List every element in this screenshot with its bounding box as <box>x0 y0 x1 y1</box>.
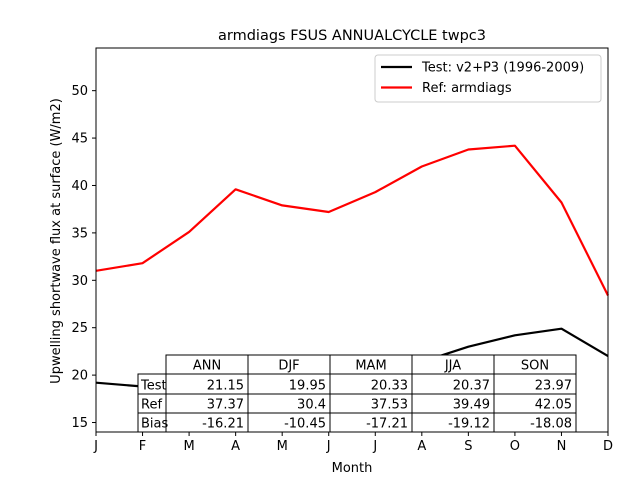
x-tick-label: J <box>93 439 98 454</box>
table-cell-value: 37.37 <box>207 398 244 413</box>
legend-entry: Ref: armdiags <box>381 81 512 96</box>
table-col-label: MAM <box>355 359 386 374</box>
legend-label: Ref: armdiags <box>422 81 512 96</box>
y-tick-label: 25 <box>71 321 88 336</box>
table-row: Test 21.15 19.95 20.33 20.37 23.97 <box>137 373 577 395</box>
legend-box <box>374 54 602 103</box>
x-tick-label: A <box>231 439 240 454</box>
y-tick-label: 15 <box>71 416 88 431</box>
table-row: Bias -16.21 -10.45 -17.21 -19.12 -18.08 <box>137 412 577 433</box>
table-cell-value: 20.37 <box>453 379 490 394</box>
x-axis-label: Month <box>332 461 373 476</box>
table-cell-value: -17.21 <box>366 417 408 432</box>
table-col-label: ANN <box>193 359 221 374</box>
table-cell-value: -18.08 <box>530 417 572 432</box>
y-tick-label: 50 <box>71 84 88 99</box>
table-cell-value: 21.15 <box>207 379 244 394</box>
x-tick-label: J <box>326 439 331 454</box>
chart-title: armdiags FSUS ANNUALCYCLE twpc3 <box>218 28 486 44</box>
y-tick-label: 30 <box>71 274 88 289</box>
table-row-label: Ref <box>141 398 162 413</box>
x-tick-label: M <box>277 439 288 454</box>
x-tick-label: J <box>372 439 377 454</box>
x-tick-label: M <box>183 439 194 454</box>
table-cell-value: 37.53 <box>371 398 408 413</box>
legend-entry: Test: v2+P3 (1996-2009) <box>381 61 584 76</box>
table-cell-value: -10.45 <box>284 417 326 432</box>
x-tick-label: N <box>557 439 567 454</box>
table-col-label: DJF <box>278 359 299 374</box>
x-tick-label: A <box>417 439 426 454</box>
table-cell-value: 39.49 <box>453 398 490 413</box>
y-tick-label: 45 <box>71 132 88 147</box>
x-tick-label: S <box>464 439 472 454</box>
y-tick-label: 40 <box>71 179 88 194</box>
table-cell <box>493 412 577 433</box>
table-row-label: Test <box>140 379 167 394</box>
table-cell-value: 20.33 <box>371 379 408 394</box>
x-tick-label: O <box>510 439 520 454</box>
table-cell-value: 19.95 <box>289 379 326 394</box>
legend-label: Test: v2+P3 (1996-2009) <box>421 61 584 76</box>
table-cell-value: 42.05 <box>535 398 572 413</box>
table-cell-value: 30.4 <box>297 398 326 413</box>
stats-table: ANN DJF MAM JJA SON Test 21.15 19.95 20.33 20.37 2… <box>137 354 577 433</box>
table-col-label: SON <box>521 359 549 374</box>
y-tick-label: 35 <box>71 226 88 241</box>
x-tick-label: F <box>139 439 146 454</box>
legend: Test: v2+P3 (1996-2009) Ref: armdiags <box>374 54 602 103</box>
y-axis-label: Upwelling shortwave flux at surface (W/m… <box>49 98 64 384</box>
table-row: Ref 37.37 30.4 37.53 39.49 42.05 <box>137 393 577 414</box>
table-cell-value: -19.12 <box>448 417 490 432</box>
series-line-1 <box>95 144 609 296</box>
table-col-label: JJA <box>444 359 461 374</box>
table-header-row: ANN DJF MAM JJA SON <box>165 354 577 375</box>
x-tick-label: D <box>603 439 613 454</box>
table-row-label: Bias <box>141 417 168 432</box>
y-tick-label: 20 <box>71 369 88 384</box>
table-cell-value: 23.97 <box>535 379 572 394</box>
table-cell-value: -16.21 <box>202 417 244 432</box>
plot-lines <box>95 144 609 388</box>
